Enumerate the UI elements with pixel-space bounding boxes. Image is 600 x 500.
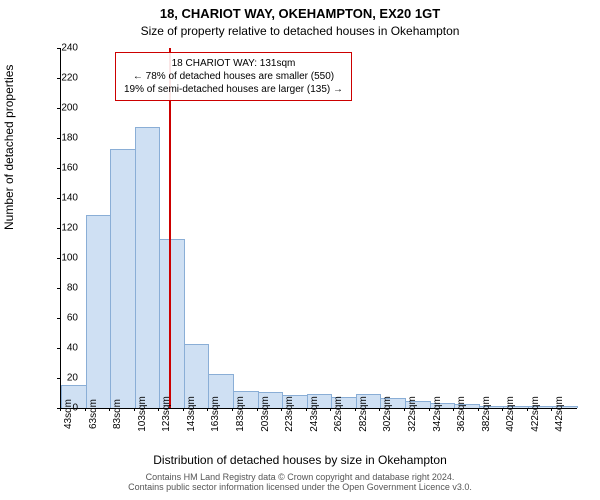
y-tick-label: 120	[61, 223, 78, 234]
annotation-line: 18 CHARIOT WAY: 131sqm	[172, 58, 296, 69]
annotation-box: 18 CHARIOT WAY: 131sqm ← 78% of detached …	[115, 52, 352, 101]
y-tick-mark	[57, 348, 60, 349]
x-tick-mark	[478, 408, 479, 411]
x-tick-mark	[527, 408, 528, 411]
y-tick-mark	[57, 228, 60, 229]
x-tick-mark	[355, 408, 356, 411]
x-tick-mark	[281, 408, 282, 411]
x-tick-label: 282sqm	[358, 396, 369, 432]
y-tick-label: 40	[67, 343, 78, 354]
x-tick-mark	[232, 408, 233, 411]
x-tick-label: 402sqm	[505, 396, 516, 432]
y-tick-mark	[57, 198, 60, 199]
x-tick-label: 223sqm	[284, 396, 295, 432]
chart-subtitle: Size of property relative to detached ho…	[0, 24, 600, 38]
histogram-bar	[159, 239, 185, 408]
x-tick-label: 183sqm	[235, 396, 246, 432]
y-tick-mark	[57, 78, 60, 79]
y-tick-label: 240	[61, 43, 78, 54]
x-tick-mark	[207, 408, 208, 411]
annotation-line: 19% of semi-detached houses are larger (…	[124, 84, 343, 95]
x-tick-mark	[330, 408, 331, 411]
chart-plot-area	[60, 48, 577, 409]
x-tick-mark	[453, 408, 454, 411]
x-tick-label: 163sqm	[210, 396, 221, 432]
histogram-bar	[86, 215, 112, 408]
x-tick-mark	[158, 408, 159, 411]
x-tick-label: 362sqm	[456, 396, 467, 432]
y-tick-label: 200	[61, 103, 78, 114]
y-tick-mark	[57, 48, 60, 49]
x-tick-mark	[502, 408, 503, 411]
x-tick-label: 302sqm	[382, 396, 393, 432]
x-tick-mark	[306, 408, 307, 411]
y-tick-label: 20	[67, 373, 78, 384]
x-tick-label: 342sqm	[432, 396, 443, 432]
x-tick-mark	[257, 408, 258, 411]
x-tick-label: 262sqm	[333, 396, 344, 432]
y-tick-label: 220	[61, 73, 78, 84]
x-tick-label: 422sqm	[530, 396, 541, 432]
x-tick-mark	[85, 408, 86, 411]
x-tick-label: 123sqm	[161, 396, 172, 432]
y-tick-mark	[57, 168, 60, 169]
x-tick-mark	[551, 408, 552, 411]
page-title: 18, CHARIOT WAY, OKEHAMPTON, EX20 1GT	[0, 6, 600, 21]
x-tick-label: 103sqm	[137, 396, 148, 432]
x-tick-mark	[404, 408, 405, 411]
x-tick-label: 203sqm	[260, 396, 271, 432]
histogram-bar	[135, 127, 161, 409]
y-tick-mark	[57, 288, 60, 289]
x-tick-label: 143sqm	[186, 396, 197, 432]
x-axis-label: Distribution of detached houses by size …	[0, 453, 600, 467]
y-tick-label: 60	[67, 313, 78, 324]
x-tick-mark	[109, 408, 110, 411]
x-tick-mark	[134, 408, 135, 411]
x-tick-label: 83sqm	[112, 399, 123, 429]
x-tick-label: 63sqm	[88, 399, 99, 429]
x-tick-mark	[183, 408, 184, 411]
x-tick-mark	[379, 408, 380, 411]
y-tick-label: 140	[61, 193, 78, 204]
y-tick-label: 100	[61, 253, 78, 264]
x-tick-label: 43sqm	[63, 399, 74, 429]
x-tick-label: 322sqm	[407, 396, 418, 432]
y-tick-mark	[57, 108, 60, 109]
x-tick-label: 442sqm	[554, 396, 565, 432]
x-tick-label: 382sqm	[481, 396, 492, 432]
y-tick-label: 80	[67, 283, 78, 294]
y-tick-mark	[57, 378, 60, 379]
x-tick-label: 243sqm	[309, 396, 320, 432]
histogram-bar	[110, 149, 136, 408]
x-tick-mark	[429, 408, 430, 411]
y-axis-label: Number of detached properties	[2, 65, 16, 230]
attribution-text: Contains HM Land Registry data © Crown c…	[0, 472, 600, 492]
y-tick-label: 180	[61, 133, 78, 144]
y-tick-mark	[57, 138, 60, 139]
y-tick-mark	[57, 318, 60, 319]
x-tick-mark	[60, 408, 61, 411]
annotation-line: ← 78% of detached houses are smaller (55…	[133, 71, 334, 82]
y-tick-mark	[57, 258, 60, 259]
y-tick-label: 160	[61, 163, 78, 174]
reference-line	[169, 48, 171, 408]
